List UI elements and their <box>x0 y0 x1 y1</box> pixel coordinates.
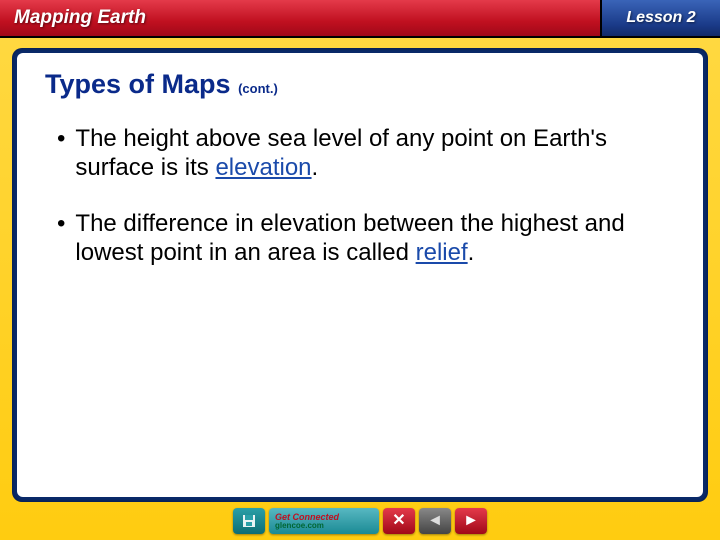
close-icon: ✕ <box>392 513 405 529</box>
connect-url: glencoe.com <box>275 522 324 530</box>
bullet-pre: The height above sea level of any point … <box>75 125 607 181</box>
close-button[interactable]: ✕ <box>383 508 415 534</box>
next-button[interactable]: ► <box>455 508 487 534</box>
bullet-post: . <box>312 154 319 181</box>
chevron-right-icon: ► <box>463 513 479 529</box>
bullet-text: The difference in elevation between the … <box>75 209 675 268</box>
header-title-left: Mapping Earth <box>0 0 600 38</box>
bottom-toolbar: Get Connected glencoe.com ✕ ◄ ► <box>0 508 720 534</box>
outer-frame: Types of Maps (cont.) • The height above… <box>0 38 720 540</box>
page-heading: Types of Maps (cont.) <box>45 69 675 100</box>
header-title-right: Lesson 2 <box>600 0 720 38</box>
disk-icon <box>242 514 256 528</box>
save-button[interactable] <box>233 508 265 534</box>
inner-frame: Types of Maps (cont.) • The height above… <box>12 48 708 502</box>
get-connected-button[interactable]: Get Connected glencoe.com <box>269 508 379 534</box>
bullet-marker: • <box>57 124 65 183</box>
bullet-list: • The height above sea level of any poin… <box>45 124 675 267</box>
bullet-text: The height above sea level of any point … <box>75 124 675 183</box>
content-panel: Types of Maps (cont.) • The height above… <box>17 53 703 497</box>
heading-text: Types of Maps <box>45 69 231 99</box>
bullet-item: • The difference in elevation between th… <box>57 209 675 268</box>
bullet-item: • The height above sea level of any poin… <box>57 124 675 183</box>
heading-suffix: (cont.) <box>238 81 278 96</box>
prev-button[interactable]: ◄ <box>419 508 451 534</box>
bullet-pre: The difference in elevation between the … <box>75 210 624 266</box>
term-link[interactable]: elevation <box>215 154 311 181</box>
header-bar: Mapping Earth Lesson 2 <box>0 0 720 38</box>
bullet-post: . <box>468 239 475 266</box>
term-link[interactable]: relief <box>416 239 468 266</box>
chevron-left-icon: ◄ <box>427 513 443 529</box>
bullet-marker: • <box>57 209 65 268</box>
